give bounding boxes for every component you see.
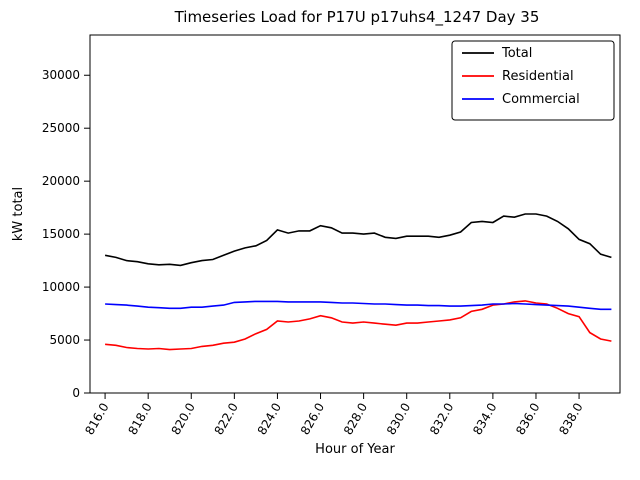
x-tick-label: 830.0 — [384, 401, 413, 438]
x-tick-label: 818.0 — [125, 401, 154, 438]
x-tick-label: 828.0 — [341, 401, 370, 438]
series-line-residential — [105, 300, 612, 351]
chart-title: Timeseries Load for P17U p17uhs4_1247 Da… — [174, 8, 540, 27]
x-tick-label: 816.0 — [82, 401, 111, 438]
legend-label-commercial: Commercial — [502, 92, 580, 107]
x-tick-label: 834.0 — [470, 401, 499, 438]
x-tick-label: 832.0 — [427, 401, 456, 438]
series-line-total — [104, 213, 612, 267]
x-tick-label: 824.0 — [255, 401, 284, 438]
x-tick-label: 822.0 — [212, 401, 241, 438]
y-tick-label: 20000 — [42, 174, 80, 188]
x-tick-label: 820.0 — [169, 401, 198, 438]
x-axis-label: Hour of Year — [315, 442, 395, 457]
plot-frame — [89, 34, 621, 394]
series-line-commercial — [105, 300, 612, 311]
y-tick-label: 5000 — [49, 333, 80, 347]
y-tick-label: 0 — [72, 386, 80, 400]
y-tick-label: 15000 — [42, 227, 80, 241]
y-tick-label: 25000 — [42, 121, 80, 135]
y-tick-label: 10000 — [42, 280, 80, 294]
x-tick-label: 838.0 — [556, 401, 585, 438]
y-tick-label: 30000 — [42, 68, 80, 82]
x-tick-label: 836.0 — [513, 401, 542, 438]
x-tick-label: 826.0 — [298, 401, 327, 438]
y-axis-label: kW total — [11, 187, 26, 241]
legend-box — [451, 40, 615, 121]
legend-label-residential: Residential — [502, 69, 574, 84]
legend-label-total: Total — [501, 46, 532, 61]
